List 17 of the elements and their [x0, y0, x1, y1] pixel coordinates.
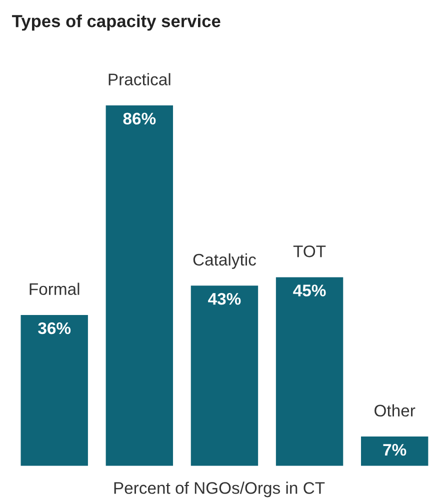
data-label: 86%	[123, 112, 156, 125]
bar	[360, 436, 428, 466]
chart-title: Types of capacity service	[12, 14, 220, 31]
bar	[190, 286, 258, 466]
x-tick-label: Formal	[30, 282, 80, 295]
x-tick-label: TOT	[293, 245, 326, 258]
data-label: 7%	[383, 444, 406, 456]
x-axis-title: Percent of NGOs/Orgs in CT	[114, 482, 325, 498]
bar	[276, 277, 344, 466]
x-tick-label: Other	[374, 404, 416, 417]
bar	[20, 314, 88, 466]
data-label: 36%	[38, 322, 71, 334]
x-tick-label: Catalytic	[193, 253, 256, 269]
data-label: 45%	[293, 284, 326, 296]
data-label: 43%	[208, 292, 241, 305]
bar	[106, 105, 174, 466]
x-tick-label: Practical	[108, 73, 170, 86]
